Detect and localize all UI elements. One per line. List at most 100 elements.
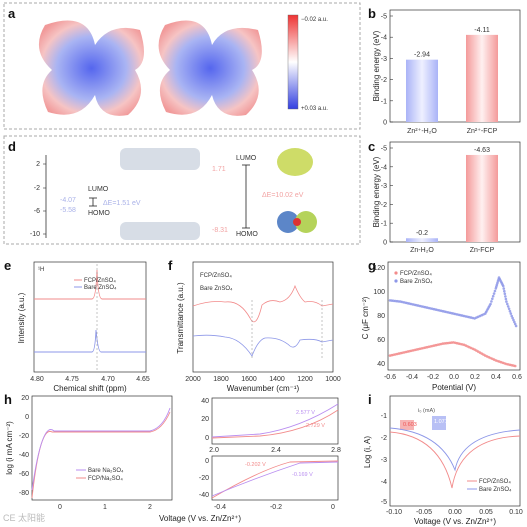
- bar: [466, 154, 498, 242]
- annotation: 2.577 V: [296, 410, 315, 416]
- plot-h-xlabel: Voltage (V vs. Zn/Zn²⁺): [159, 514, 241, 523]
- plot-i-xlabel: Voltage (V vs. Zn/Zn²⁺): [414, 517, 496, 526]
- right-lumo-label: LUMO: [236, 155, 257, 162]
- right-lumo-value: 1.71: [212, 166, 226, 173]
- inset-bar-fcp: [400, 420, 414, 430]
- panel-d-frame: [3, 135, 361, 245]
- left-gap: ΔE=1.51 eV: [103, 200, 141, 207]
- ytick: 0: [205, 435, 209, 442]
- panel-e-label: e: [4, 258, 11, 273]
- data-point: [491, 294, 495, 298]
- xtick: -0.05: [416, 509, 432, 516]
- inset-title: i₀ (mA): [418, 408, 435, 414]
- ytick: -60: [19, 471, 29, 478]
- plot-b-bars: -2.94 -4.11: [406, 27, 498, 123]
- esp-map-right: [158, 20, 262, 116]
- xtick: -0.10: [386, 509, 402, 516]
- plot-b-cat: Zn²⁺-FCP: [467, 128, 498, 135]
- data-point: [513, 322, 517, 326]
- bar-value-label: -2.94: [414, 52, 430, 59]
- homo-orbital-right-a: [277, 211, 299, 233]
- ytick-label: -5: [381, 14, 387, 21]
- data-point: [505, 302, 509, 306]
- xtick: 2.4: [271, 447, 281, 454]
- inset-value-fcp: 0.603: [403, 422, 417, 428]
- series-fcp: [31, 411, 171, 499]
- bar: [406, 238, 438, 242]
- ytick-label: -3: [381, 183, 387, 190]
- ytick: -2: [381, 435, 387, 442]
- ytick: 0: [25, 414, 29, 421]
- left-lumo-label: LUMO: [88, 186, 109, 193]
- data-point: [508, 309, 512, 313]
- panel-i-label: i: [368, 392, 372, 407]
- right-homo-value: -8.31: [212, 227, 228, 234]
- oxygen-atom: [293, 218, 301, 226]
- inset-value-bare: 1.071: [434, 419, 448, 425]
- plot-h-main-frame: [31, 395, 173, 501]
- ytick: 40: [377, 361, 385, 368]
- data-point: [503, 292, 507, 296]
- data-point: [492, 292, 496, 295]
- data-point: [491, 297, 494, 301]
- ytick-label: -1: [381, 98, 387, 105]
- plot-f-xlabel: Wavenumber (cm⁻¹): [227, 384, 300, 393]
- ytick-label: -1: [381, 221, 387, 228]
- panel-a-frame: [3, 2, 361, 130]
- xtick: 0.05: [479, 509, 493, 516]
- data-point: [507, 307, 511, 311]
- xtick: -0.6: [384, 374, 396, 381]
- ytick: 20: [21, 395, 29, 402]
- ytick: 20: [201, 416, 209, 423]
- plot-h-top-frame: [211, 397, 339, 445]
- colorbar: [287, 14, 299, 110]
- left-lumo-value: -4.07: [60, 197, 76, 204]
- watermark: CE 太阳能: [3, 513, 46, 523]
- ytick: 100: [373, 289, 385, 296]
- plot-g-points: [388, 276, 518, 368]
- data-point: [505, 300, 508, 303]
- panel-c-label: c: [368, 139, 375, 154]
- ytick-label: -2: [381, 77, 387, 84]
- homo-orbital-left: [120, 222, 200, 240]
- colorbar-bottom-label: +0.03 a.u.: [301, 106, 328, 112]
- plot-h-bottom-frame: [211, 455, 339, 501]
- bar-value-label: -0.2: [416, 230, 428, 237]
- energy-tick: 2: [36, 161, 40, 168]
- xtick: 1600: [241, 376, 257, 383]
- data-point: [502, 287, 506, 290]
- xtick: 0: [58, 504, 62, 511]
- xtick: 0.6: [512, 374, 522, 381]
- bar-value-label: -4.11: [474, 27, 490, 34]
- bar: [466, 34, 498, 123]
- plot-c-bars: -0.2 -4.63: [406, 147, 498, 242]
- energy-tick: -6: [34, 208, 40, 215]
- plot-b-ylabel: Binding energy (eV): [372, 30, 381, 101]
- series-bare: [211, 461, 339, 497]
- ytick: -20: [199, 475, 209, 482]
- xtick: 0.4: [491, 374, 501, 381]
- xtick: -0.4: [214, 504, 226, 511]
- data-point: [504, 295, 507, 298]
- nucleus-label: ¹H: [38, 267, 44, 273]
- plot-g-ylabel: C (μF cm⁻²): [361, 296, 370, 339]
- series-bare: [31, 407, 171, 491]
- ytick: 120: [373, 265, 385, 272]
- xtick: 0.2: [470, 374, 480, 381]
- lumo-orbital-right: [277, 148, 313, 176]
- series-fcp: [389, 431, 521, 489]
- xtick: 0.0: [449, 374, 459, 381]
- annotation: -0.202 V: [245, 462, 266, 468]
- plot-b-yticks: 0 -1 -2 -3 -4 -5: [381, 14, 393, 127]
- data-point: [513, 364, 517, 368]
- legend-bare: Bare ZnSO₄: [200, 286, 233, 292]
- legend-fcp: FCP/ZnSO₄: [200, 273, 232, 279]
- colorbar-top-label: −0.02 a.u.: [301, 17, 328, 23]
- xtick: -0.2: [427, 374, 439, 381]
- plot-g-xlabel: Potential (V): [432, 383, 476, 392]
- plot-i-frame: [389, 395, 521, 507]
- legend-fcp: FCP/ZnSO₄: [400, 271, 432, 277]
- panel-b-label: b: [368, 6, 376, 21]
- data-point: [490, 300, 493, 303]
